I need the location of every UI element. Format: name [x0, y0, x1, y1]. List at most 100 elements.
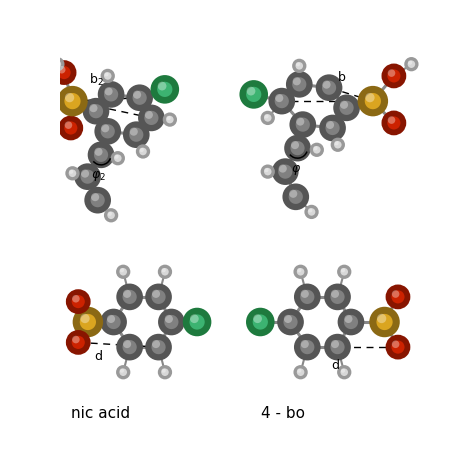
Circle shape	[152, 290, 160, 298]
Circle shape	[289, 190, 297, 198]
Text: $\varphi$: $\varphi$	[291, 163, 301, 177]
Text: $\varphi_2$: $\varphi_2$	[91, 169, 106, 183]
Circle shape	[118, 367, 128, 378]
Circle shape	[292, 77, 301, 85]
Circle shape	[334, 141, 338, 146]
Circle shape	[104, 72, 109, 76]
Circle shape	[406, 59, 417, 70]
Circle shape	[108, 211, 112, 216]
Circle shape	[279, 164, 287, 173]
Circle shape	[102, 71, 113, 82]
Circle shape	[69, 292, 88, 311]
Circle shape	[339, 266, 350, 277]
Circle shape	[292, 114, 313, 135]
Text: nic acid: nic acid	[72, 406, 130, 421]
Circle shape	[392, 290, 400, 298]
Circle shape	[389, 287, 408, 306]
Circle shape	[340, 100, 348, 109]
Circle shape	[67, 168, 78, 179]
Circle shape	[289, 74, 310, 94]
Circle shape	[61, 118, 80, 137]
Circle shape	[65, 93, 74, 102]
Circle shape	[164, 114, 175, 125]
Circle shape	[69, 333, 88, 352]
Circle shape	[339, 367, 350, 378]
Circle shape	[295, 266, 306, 277]
Circle shape	[154, 78, 176, 100]
Circle shape	[328, 287, 348, 307]
Circle shape	[133, 91, 141, 99]
Circle shape	[159, 367, 171, 378]
Circle shape	[294, 60, 305, 71]
Circle shape	[54, 60, 58, 65]
Circle shape	[76, 310, 100, 334]
Circle shape	[337, 98, 357, 118]
Circle shape	[275, 94, 283, 102]
Circle shape	[137, 146, 148, 157]
Circle shape	[328, 337, 348, 357]
Circle shape	[285, 187, 306, 207]
Circle shape	[297, 368, 301, 373]
Circle shape	[80, 314, 90, 323]
Circle shape	[106, 210, 117, 221]
Circle shape	[295, 367, 306, 378]
Circle shape	[112, 153, 123, 164]
Circle shape	[159, 266, 171, 277]
Circle shape	[145, 111, 153, 119]
Circle shape	[101, 124, 109, 132]
Circle shape	[291, 141, 299, 149]
Circle shape	[162, 368, 166, 373]
Text: d: d	[94, 350, 102, 363]
Circle shape	[166, 116, 171, 120]
Circle shape	[264, 114, 269, 118]
Circle shape	[107, 315, 115, 323]
Circle shape	[253, 314, 262, 323]
Circle shape	[98, 121, 118, 142]
Text: b: b	[338, 71, 346, 84]
Circle shape	[264, 168, 269, 172]
Circle shape	[148, 337, 169, 357]
Circle shape	[365, 93, 374, 102]
Circle shape	[331, 290, 339, 298]
Circle shape	[123, 290, 131, 298]
Circle shape	[94, 148, 102, 156]
Circle shape	[91, 193, 99, 201]
Circle shape	[341, 312, 361, 332]
Circle shape	[89, 104, 98, 112]
Circle shape	[319, 77, 339, 98]
Circle shape	[119, 287, 140, 307]
Circle shape	[55, 63, 73, 82]
Circle shape	[306, 207, 317, 218]
Circle shape	[103, 312, 124, 332]
Circle shape	[148, 287, 169, 307]
Circle shape	[161, 312, 182, 332]
Circle shape	[186, 311, 208, 333]
Circle shape	[297, 287, 318, 307]
Circle shape	[262, 112, 273, 123]
Circle shape	[141, 108, 162, 128]
Circle shape	[152, 340, 160, 348]
Circle shape	[388, 69, 395, 77]
Circle shape	[118, 266, 128, 277]
Circle shape	[72, 295, 80, 302]
Circle shape	[373, 310, 396, 334]
Circle shape	[72, 336, 80, 343]
Circle shape	[332, 139, 343, 150]
Circle shape	[87, 190, 108, 210]
Circle shape	[52, 59, 63, 70]
Circle shape	[313, 146, 318, 150]
Circle shape	[119, 268, 124, 273]
Circle shape	[58, 66, 65, 73]
Circle shape	[104, 87, 113, 95]
Circle shape	[384, 113, 403, 132]
Circle shape	[341, 268, 345, 273]
Circle shape	[296, 62, 300, 66]
Circle shape	[322, 118, 343, 138]
Circle shape	[301, 290, 309, 298]
Circle shape	[275, 162, 295, 182]
Circle shape	[389, 337, 408, 356]
Text: b$_2$: b$_2$	[89, 73, 104, 89]
Circle shape	[377, 314, 386, 323]
Circle shape	[297, 337, 318, 357]
Circle shape	[91, 145, 111, 165]
